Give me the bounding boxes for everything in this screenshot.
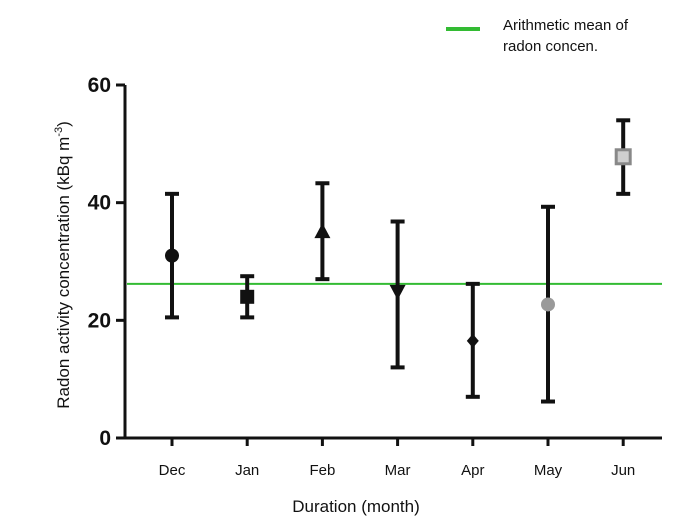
- marker-dec: [165, 248, 179, 263]
- y-axis-title-close: ): [54, 121, 73, 127]
- y-tick-label-20: 20: [88, 309, 111, 332]
- point-jan: [240, 274, 255, 320]
- point-feb: [314, 181, 331, 282]
- x-tick-label-may: May: [534, 462, 563, 479]
- x-tick-label-apr: Apr: [461, 462, 484, 479]
- y-axis-title-sup: -3: [53, 127, 65, 137]
- legend-label-line1: Arithmetic mean of: [503, 17, 629, 34]
- axes: 0 20 40 60 Dec Jan Feb Mar Apr May Jun: [88, 74, 662, 479]
- y-tick-label-60: 60: [88, 74, 111, 97]
- x-tick-label-dec: Dec: [159, 462, 186, 479]
- y-tick-label-0: 0: [99, 427, 111, 450]
- point-apr: [465, 281, 480, 399]
- y-axis-title-main: Radon activity concentration (kBq m: [54, 137, 73, 409]
- x-tick-label-jan: Jan: [235, 462, 259, 479]
- marker-mar: [389, 284, 406, 300]
- x-tick-label-mar: Mar: [385, 462, 411, 479]
- marker-feb: [314, 223, 331, 239]
- point-jun: [614, 118, 632, 196]
- point-mar: [389, 219, 406, 370]
- point-dec: [165, 191, 179, 320]
- y-tick-label-40: 40: [88, 192, 111, 215]
- marker-jan: [240, 289, 255, 304]
- point-may: [541, 204, 555, 404]
- y-axis-title: Radon activity concentration (kBq m-3): [53, 121, 73, 409]
- x-tick-label-jun: Jun: [611, 462, 635, 479]
- marker-may: [541, 297, 555, 312]
- marker-apr: [466, 333, 479, 348]
- legend: Arithmetic mean of radon concen.: [446, 17, 629, 55]
- x-axis-title: Duration (month): [292, 497, 420, 516]
- marker-jun: [614, 148, 632, 166]
- data-points: [165, 118, 632, 404]
- x-tick-label-feb: Feb: [309, 462, 335, 479]
- legend-label-line2: radon concen.: [503, 38, 598, 55]
